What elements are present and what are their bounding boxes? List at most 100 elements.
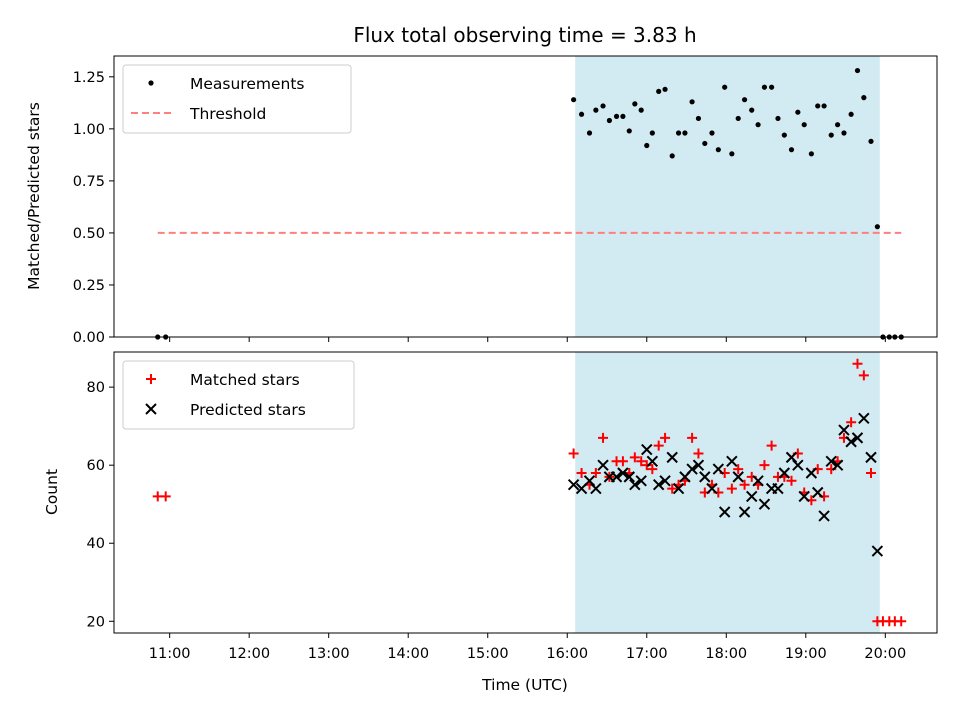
- measurement-point: [578, 111, 585, 117]
- matched-stars-point: [726, 483, 737, 494]
- matched-stars-point: [667, 483, 678, 494]
- predicted-stars-point: [825, 455, 837, 467]
- legend-label: Predicted stars: [190, 401, 306, 419]
- measurement-point: [874, 224, 880, 230]
- predicted-stars-point: [838, 424, 850, 436]
- top-panel-observing-span: [575, 56, 880, 337]
- top-panel-y-tick-label: 1.00: [73, 122, 105, 138]
- measurement-point: [835, 122, 841, 128]
- predicted-stars-point: [785, 451, 798, 464]
- predicted-stars-point: [590, 482, 602, 495]
- measurement-point: [600, 103, 606, 109]
- x-tick-label: 12:00: [228, 646, 270, 662]
- measurement-point: [868, 138, 874, 144]
- bottom-panel-legend-box: [122, 360, 355, 430]
- x-axis-label: Time (UTC): [481, 676, 568, 694]
- top-panel-legend-box: [122, 64, 352, 134]
- x-tick-label: 13:00: [308, 646, 350, 662]
- predicted-stars-point: [597, 459, 609, 471]
- matched-stars-point: [852, 358, 863, 369]
- measurement-point: [848, 111, 854, 117]
- measurement-point: [682, 130, 688, 136]
- matched-stars-point: [576, 467, 587, 478]
- measurement-point: [715, 147, 721, 153]
- predicted-stars-point: [583, 475, 596, 487]
- predicted-stars-point: [718, 506, 731, 518]
- measurement-point: [761, 84, 768, 90]
- predicted-stars-point: [792, 459, 804, 471]
- predicted-stars-point: [629, 478, 641, 491]
- chart-marks: 0.00 0.25 0.50 0.75 1.00 1.25 Measurements Thre…: [73, 55, 938, 662]
- legend-label: Measurements: [190, 75, 305, 93]
- matched-stars-point: [660, 432, 671, 443]
- top-panel-y-tick-label: 0.50: [73, 226, 105, 242]
- predicted-stars-point: [818, 510, 830, 522]
- predicted-stars-point: [778, 467, 791, 479]
- measurement-point: [741, 97, 748, 103]
- legend-marker-matched-stars: [146, 374, 156, 384]
- predicted-stars-point: [772, 482, 784, 495]
- predicted-stars-point: [746, 490, 758, 503]
- matched-stars-point: [568, 448, 579, 459]
- top-panel-y-axis-label: Matched/Predicted stars: [25, 102, 43, 290]
- bottom-panel-series-matched-stars: [152, 358, 907, 627]
- measurement-point: [769, 84, 775, 90]
- measurement-point: [709, 130, 715, 136]
- measurement-point: [662, 86, 668, 92]
- measurement-point: [749, 107, 755, 113]
- top-panel-frame: [113, 55, 938, 338]
- measurement-point: [638, 107, 644, 113]
- matched-stars-point: [896, 616, 907, 627]
- bottom-panel-observing-span: [575, 352, 880, 633]
- bottom-panel: 11:00 12:00 13:00 14:00 15:00 16:00 17:00 18:00…: [87, 351, 938, 662]
- top-panel-y-tick-label: 0.25: [73, 278, 105, 294]
- bottom-panel-legend: Matched stars Predicted stars: [122, 360, 355, 430]
- x-tick-label: 15:00: [467, 646, 509, 662]
- x-tick-label: 18:00: [705, 646, 747, 662]
- legend-marker-predicted-stars: [145, 403, 157, 415]
- top-panel-y-tick-label: 1.25: [73, 70, 105, 86]
- measurement-point: [649, 130, 655, 136]
- measurement-point: [606, 117, 612, 124]
- measurement-point: [571, 97, 577, 103]
- measurement-point: [675, 130, 682, 136]
- predicted-stars-point: [831, 459, 844, 471]
- measurement-point: [722, 84, 728, 90]
- measurement-point: [593, 107, 599, 113]
- bottom-panel-y-tick-label: 20: [87, 614, 105, 630]
- predicted-stars-point: [798, 490, 810, 503]
- predicted-stars-point: [567, 478, 580, 491]
- measurement-point: [775, 115, 781, 122]
- predicted-stars-point: [865, 451, 877, 464]
- top-panel-legend: Measurements Threshold: [122, 64, 352, 134]
- measurement-point: [808, 151, 814, 157]
- top-panel-series-measurements: [155, 67, 904, 340]
- predicted-stars-point: [752, 475, 764, 487]
- matched-stars-point: [693, 448, 704, 459]
- matched-stars-point: [846, 417, 857, 428]
- measurement-point: [620, 113, 626, 119]
- matched-stars-point: [598, 432, 609, 443]
- matched-stars-point: [858, 370, 869, 381]
- predicted-stars-point: [812, 486, 824, 499]
- chart-title: Flux total observing time = 3.83 h: [353, 23, 696, 47]
- legend-label: Matched stars: [190, 371, 300, 389]
- predicted-stars-point: [686, 463, 698, 475]
- predicted-stars-point: [646, 455, 659, 467]
- matched-stars-point: [160, 491, 171, 502]
- x-tick-label: 19:00: [785, 646, 827, 662]
- legend-marker-measurements: [148, 80, 154, 86]
- predicted-stars-point: [641, 443, 653, 456]
- matched-stars-point: [739, 479, 750, 490]
- measurement-point: [788, 147, 795, 153]
- legend-label: Threshold: [189, 105, 266, 123]
- measurement-point: [695, 115, 702, 122]
- measurement-point: [828, 132, 834, 138]
- bottom-panel-frame: [113, 351, 938, 634]
- measurement-point: [861, 95, 867, 101]
- x-tick-label: 16:00: [546, 646, 588, 662]
- bottom-panel-y-tick-label: 40: [87, 536, 105, 552]
- measurement-point: [613, 113, 620, 119]
- measurement-point: [781, 132, 787, 138]
